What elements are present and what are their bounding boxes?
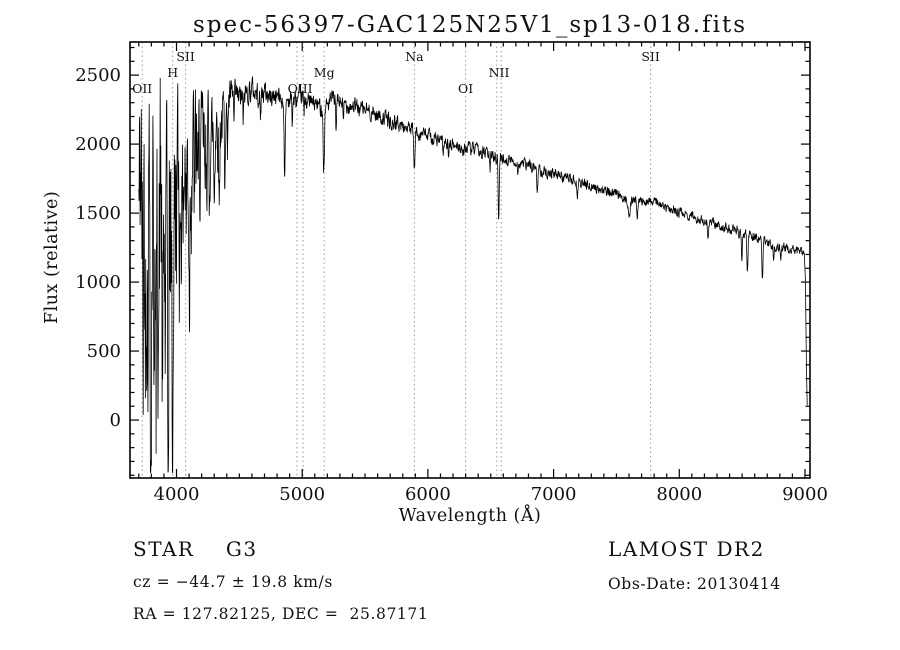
y-tick-label: 2500 [75,65,121,86]
marker-label-OIII: OIII [288,81,313,96]
object-type-label: STAR G3 [133,537,258,561]
marker-label-SII: SII [176,49,195,64]
y-tick-label: 0 [110,410,121,431]
y-axis-label: Flux (relative) [42,190,62,324]
plot-title: spec-56397-GAC125N25V1_sp13-018.fits [192,12,748,38]
marker-label-Mg: Mg [314,65,335,80]
x-tick-label: 4000 [154,484,200,505]
y-tick-label: 500 [87,341,121,362]
y-tick-label: 1000 [75,272,121,293]
plot-frame [129,41,811,479]
ra-dec-label: RA = 127.82125, DEC = 25.87171 [133,605,429,623]
x-tick-label: 6000 [405,484,451,505]
x-tick-label: 8000 [656,484,702,505]
y-tick-label: 2000 [75,134,121,155]
marker-label-OI: OI [458,81,473,96]
y-tick-label: 1500 [75,203,121,224]
x-axis-label: Wavelength (Å) [398,506,542,526]
marker-label-H: H [167,65,178,80]
marker-label-Na: Na [405,49,424,64]
x-tick-label: 7000 [531,484,577,505]
marker-label-NII: NII [489,65,510,80]
cz-value-label: cz = −44.7 ± 19.8 km/s [133,573,333,591]
spectrum-line [138,76,808,473]
survey-label: LAMOST DR2 [608,537,765,561]
marker-label-OII: OII [132,81,152,96]
obs-date-label: Obs-Date: 20130414 [608,575,781,593]
x-tick-label: 5000 [279,484,325,505]
x-tick-label: 9000 [782,484,828,505]
marker-label-SII: SII [641,49,660,64]
